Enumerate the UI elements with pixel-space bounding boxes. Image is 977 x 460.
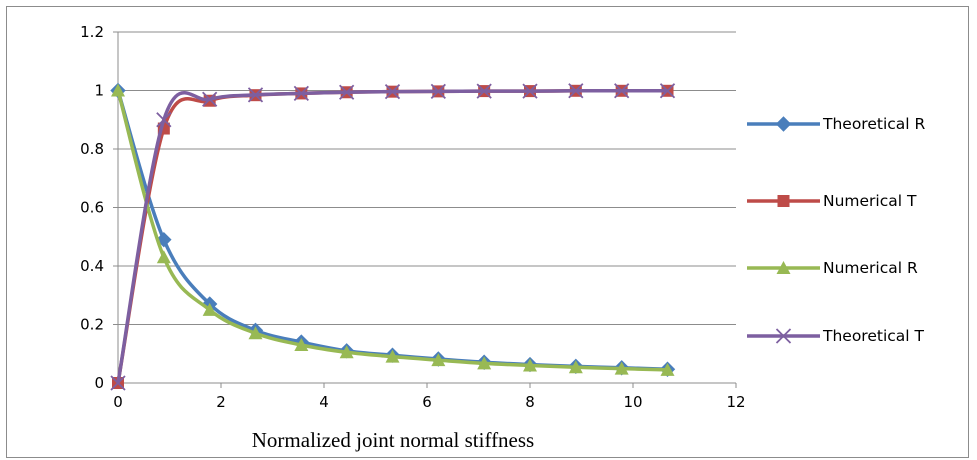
- data-point-theoretical-t: [659, 83, 676, 99]
- y-tick-label: 0.2: [80, 316, 104, 334]
- legend-item-numerical-t: Numerical T: [747, 192, 917, 210]
- data-point-numerical-r: [156, 250, 171, 264]
- data-point-theoretical-t: [247, 87, 264, 103]
- data-point-numerical-t: [157, 122, 170, 135]
- data-point-numerical-r: [294, 337, 309, 351]
- data-point-numerical-r: [431, 353, 446, 367]
- x-tick-label: 6: [422, 393, 432, 411]
- y-tick-label: 1: [94, 82, 104, 100]
- data-point-numerical-r: [614, 361, 629, 375]
- line-chart: 0 0.2 0.4 0.6 0.8 1 1.2 0 2 4 6 8 10 12 Normalized joi…: [80, 23, 926, 452]
- data-point-theoretical-t: [476, 83, 492, 99]
- data-point-numerical-r: [477, 356, 492, 370]
- legend-marker: [777, 195, 790, 207]
- series-line-theoretical-r: [116, 89, 668, 372]
- legend-label: Theoretical T: [822, 327, 925, 345]
- legend-label: Theoretical R: [822, 115, 926, 133]
- legend-marker: [775, 116, 792, 132]
- data-point-theoretical-t: [384, 84, 401, 100]
- legend-marker: [776, 261, 791, 274]
- data-point-theoretical-t: [202, 91, 218, 107]
- data-point-numerical-r: [111, 83, 125, 97]
- y-tick-label: 1.2: [80, 23, 104, 41]
- series-line-theoretical-t: [116, 89, 668, 384]
- x-tick-label: 12: [726, 393, 745, 411]
- x-tick-label: 4: [319, 393, 329, 411]
- data-point-theoretical-t: [156, 112, 172, 128]
- legend-label: Numerical T: [823, 192, 917, 210]
- x-axis-title: Normalized joint normal stiffness: [252, 428, 534, 452]
- series-line-numerical-r: [116, 90, 668, 372]
- data-point-numerical-r: [202, 302, 217, 316]
- data-point-theoretical-t: [339, 84, 355, 100]
- data-point-theoretical-t: [522, 83, 538, 99]
- legend-item-theoretical-t: Theoretical T: [747, 327, 925, 345]
- data-point-theoretical-t: [430, 83, 446, 100]
- legend-item-theoretical-r: Theoretical R: [747, 115, 926, 133]
- y-tick-label: 0.4: [80, 257, 104, 275]
- x-tick-label: 2: [216, 393, 226, 411]
- x-tick-label: 10: [623, 393, 642, 411]
- x-tick-label: 0: [113, 393, 123, 411]
- data-point-theoretical-t: [293, 85, 309, 102]
- data-point-numerical-r: [660, 362, 675, 376]
- data-point-numerical-r: [339, 345, 354, 359]
- legend-marker: [775, 328, 792, 344]
- data-point-theoretical-t: [110, 375, 126, 391]
- data-point-theoretical-t: [568, 83, 584, 99]
- y-tick-label: 0.6: [80, 199, 104, 217]
- legend-label: Numerical R: [823, 259, 918, 277]
- data-point-numerical-r: [248, 326, 263, 340]
- x-tick-label: 8: [525, 393, 535, 411]
- series-line-numerical-t: [116, 89, 668, 384]
- data-point-numerical-r: [385, 349, 400, 363]
- data-point-theoretical-t: [614, 83, 630, 99]
- y-tick-label: 0: [94, 374, 104, 392]
- y-tick-label: 0.8: [80, 140, 104, 158]
- data-point-numerical-r: [568, 360, 583, 374]
- chart-frame: 0 0.2 0.4 0.6 0.8 1 1.2 0 2 4 6 8 10 12 Normalized joi…: [6, 6, 969, 458]
- legend-item-numerical-r: Numerical R: [747, 259, 918, 277]
- data-point-numerical-r: [523, 358, 537, 372]
